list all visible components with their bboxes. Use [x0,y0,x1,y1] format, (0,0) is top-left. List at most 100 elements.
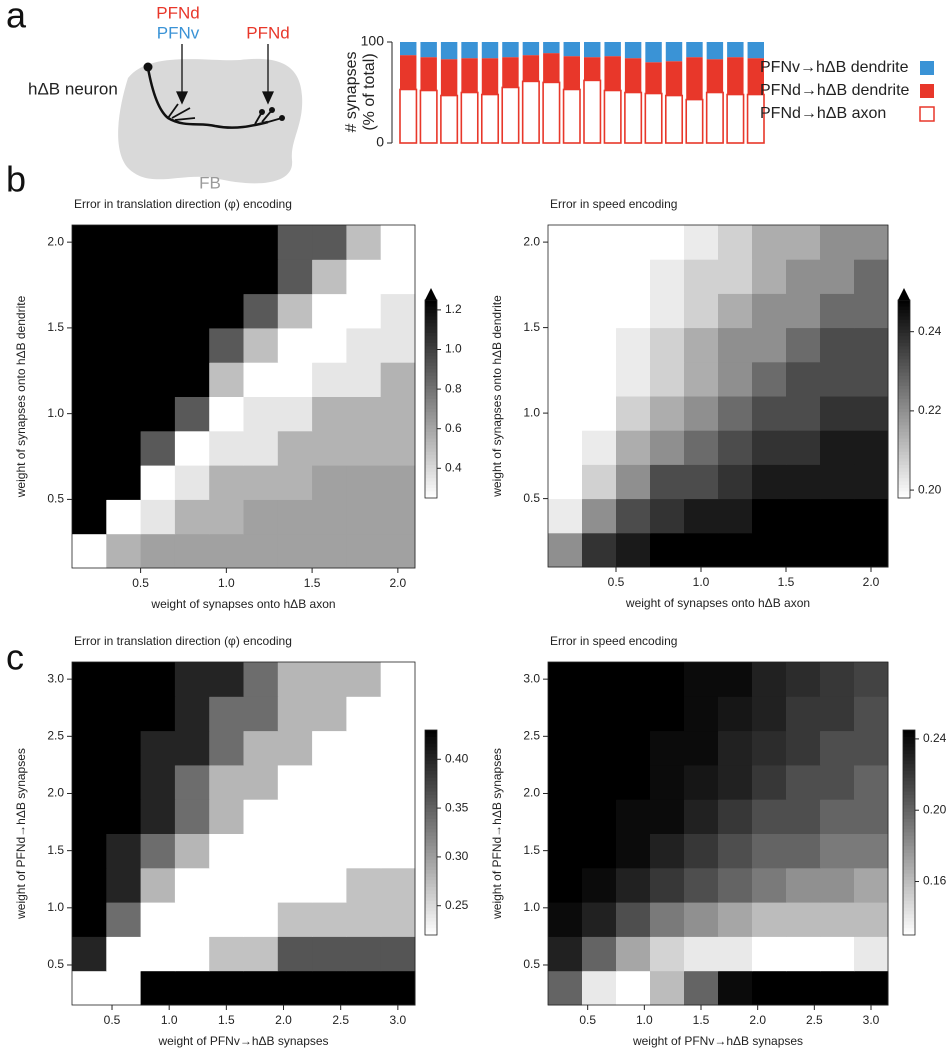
bar-segment [522,42,540,56]
region-label: FB [199,173,221,192]
colorbar-segment [903,822,915,827]
colorbar-segment [425,740,437,745]
colorbar-segment [903,794,915,799]
x-tick-label: 2.0 [275,1013,292,1027]
heatmap-cell [854,327,889,363]
y-tick-label: 1.5 [523,843,540,857]
heatmap-cell [582,293,617,329]
heatmap-cell [616,936,651,972]
heatmap-cell [277,293,313,329]
heatmap-cell [650,259,685,294]
heatmap-cell [650,430,685,465]
heatmap-cell [786,902,821,937]
x-tick-label: 0.5 [104,1013,121,1027]
x-tick-label: 2.5 [332,1013,349,1027]
colorbar-segment [425,774,437,779]
colorbar-tick-label: 0.6 [445,421,462,435]
colorbar-segment [425,818,437,823]
arrows [175,44,275,105]
y-tick-label: 2.0 [523,234,540,248]
colorbar-segment [425,777,437,782]
colorbar-segment [903,900,915,905]
bar-segment [480,93,500,144]
y-tick-label: 2.0 [47,234,64,248]
heatmap-cell [752,361,787,397]
colorbar-segment [903,921,915,926]
input-label: PFNd [156,3,199,22]
heatmap-cell [650,799,685,834]
heatmap-cell [174,225,210,260]
heatmap-cell [786,225,821,260]
heatmap-cell [820,696,855,732]
heatmap-cell [277,430,313,466]
colorbar-segment [903,760,915,765]
colorbar-segment [898,382,910,387]
heatmap-cell [582,396,617,431]
bar-segment [562,88,581,144]
heatmap-cell [312,533,347,569]
bar-segment [543,53,560,83]
heatmap-cell [854,464,889,500]
bar-segment [685,98,704,144]
input-label: PFNv [157,23,200,42]
heatmap-cell [820,430,855,465]
heatmap-cell [380,293,416,329]
heatmap-cell [106,970,142,1006]
heatmap-cell [616,970,651,1006]
heatmap-cell [106,499,142,535]
heatmap-cell [718,225,753,260]
heatmap-cell [209,833,244,869]
heatmap-cell [106,662,142,697]
bar-segment [481,42,499,59]
colorbar-tick-label: 0.20 [918,482,942,496]
heatmap-cell [616,361,651,397]
heatmap-cell [718,396,753,431]
heatmap-cell [380,662,416,697]
x-tick-label: 0.5 [579,1013,596,1027]
heatmap-cell [277,696,313,732]
heatmap-cell [243,225,279,260]
heatmap-cell [650,764,685,800]
y-tick-label: 1.5 [47,843,64,857]
heatmap-cell [72,902,107,937]
heatmap-cell [106,936,142,972]
heatmap-cell [854,361,889,397]
colorbar-segment [425,911,437,915]
heatmap-cell [582,867,617,903]
colorbar-tick-label: 0.16 [923,874,947,888]
colorbar-tick-label: 0.24 [918,324,942,338]
bar-segment [624,58,642,93]
heatmap-cell [820,970,855,1006]
heatmap-cell [140,362,176,397]
dendrite [167,103,196,121]
colorbar-segment [425,771,437,775]
heatmap-cell [277,936,313,972]
heatmap-cell [718,293,753,329]
heatmap-cell [312,259,347,295]
heatmap-cell [106,465,142,500]
x-tick-label: 1.0 [218,576,235,590]
heatmap-cell [312,799,347,834]
heatmap-cell [380,465,416,500]
y-tick-label: 3.0 [47,671,64,685]
heatmap-cell [243,902,279,937]
heatmap-cell [582,696,617,732]
colorbar-segment [903,753,915,758]
colorbar-segment [903,798,915,803]
heatmap-cell [854,225,889,260]
colorbar-segment [425,415,437,420]
plot-frame [547,661,889,1006]
heatmap-cell [140,764,176,800]
heatmap-cell [582,327,617,363]
heatmap-cell [752,970,787,1006]
heatmap-cell [209,430,244,466]
legend-label: PFNd→hΔB axon [760,105,886,122]
heatmap-cell [786,293,821,329]
colorbar-segment [898,303,910,308]
bar-segment [440,94,459,144]
heatmap-cell [548,970,583,1006]
bar-segment [747,42,764,59]
heatmap-cell [312,499,347,535]
heatmap-cell [820,867,855,903]
plot-frame [71,661,416,1006]
